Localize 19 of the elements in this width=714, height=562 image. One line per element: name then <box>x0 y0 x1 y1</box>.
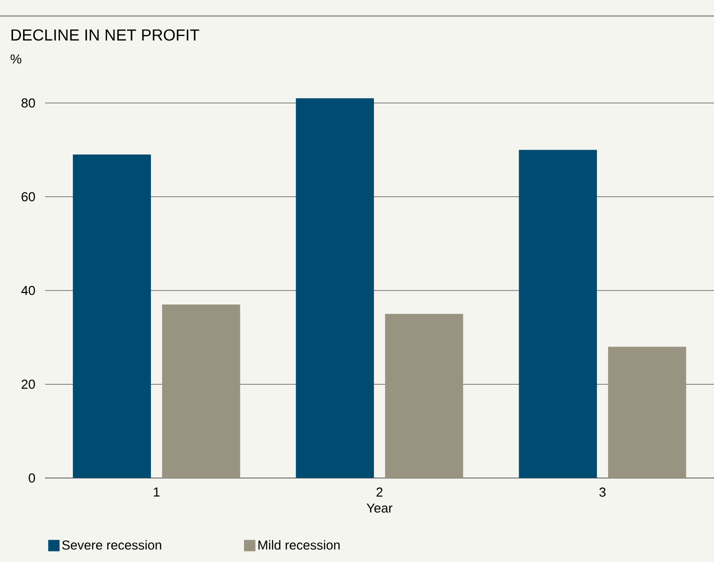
y-tick-label: 80 <box>22 98 35 108</box>
bar <box>162 304 240 478</box>
y-tick-label: 0 <box>28 473 35 483</box>
x-tick-label: 1 <box>154 488 160 496</box>
y-tick-label: 40 <box>21 286 35 296</box>
bar <box>608 346 686 478</box>
x-tick-label: 2 <box>376 488 382 497</box>
y-tick-label: 20 <box>22 380 35 389</box>
chart-title: DECLINE IN NET PROFIT <box>12 29 200 41</box>
bar <box>385 314 464 478</box>
legend-label: Severe recession <box>62 540 162 550</box>
y-tick-label: 60 <box>22 192 35 202</box>
legend-label: Mild recession <box>258 540 340 550</box>
x-axis-title: Year <box>366 504 392 513</box>
x-tick-label: 3 <box>599 488 606 497</box>
y-axis-title: % <box>10 54 22 64</box>
bar <box>296 98 374 478</box>
bar <box>72 154 151 478</box>
bar <box>518 150 597 478</box>
